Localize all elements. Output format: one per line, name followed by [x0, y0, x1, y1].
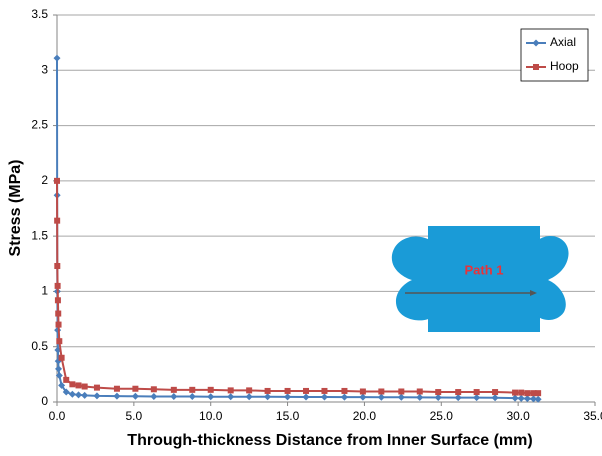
marker: [55, 283, 61, 289]
marker: [54, 178, 60, 184]
marker: [360, 388, 366, 394]
marker: [207, 393, 214, 400]
legend-label: Axial: [550, 35, 576, 49]
marker: [55, 297, 61, 303]
marker: [75, 391, 82, 398]
marker: [359, 394, 366, 401]
marker: [150, 393, 157, 400]
marker: [76, 382, 82, 388]
y-tick-label: 3.5: [31, 7, 48, 21]
marker: [208, 387, 214, 393]
marker: [55, 311, 61, 317]
marker: [246, 393, 253, 400]
inset-diagram: Path 1: [392, 226, 569, 332]
y-tick-label: 1: [41, 284, 48, 298]
marker: [189, 393, 196, 400]
legend-marker: [533, 64, 539, 70]
annotation: Path 1: [464, 262, 503, 277]
marker: [518, 390, 524, 396]
marker: [56, 322, 62, 328]
x-tick-label: 30.0: [506, 409, 530, 423]
marker: [264, 393, 271, 400]
marker: [227, 393, 234, 400]
marker: [378, 394, 385, 401]
marker: [246, 387, 252, 393]
marker: [54, 55, 61, 62]
marker: [303, 394, 310, 401]
marker: [321, 394, 328, 401]
marker: [341, 388, 347, 394]
marker: [518, 395, 525, 402]
marker: [524, 390, 530, 396]
x-tick-label: 5.0: [126, 409, 143, 423]
marker: [54, 218, 60, 224]
y-tick-label: 2: [41, 173, 48, 187]
x-axis-label: Through-thickness Distance from Inner Su…: [127, 432, 532, 449]
x-tick-label: 15.0: [276, 409, 300, 423]
marker: [492, 394, 499, 401]
marker: [435, 389, 441, 395]
y-tick-label: 2.5: [31, 118, 48, 132]
x-tick-label: 10.0: [199, 409, 223, 423]
marker: [94, 385, 100, 391]
y-tick-label: 0: [41, 394, 48, 408]
inset-lobe: [538, 236, 569, 320]
marker: [284, 393, 291, 400]
marker: [82, 384, 88, 390]
y-tick-label: 1.5: [31, 228, 48, 242]
y-axis-label: Stress (MPa): [7, 160, 24, 257]
marker: [69, 381, 75, 387]
marker: [59, 355, 65, 361]
legend-label: Hoop: [550, 59, 579, 73]
marker: [113, 393, 120, 400]
marker: [93, 392, 100, 399]
marker: [524, 395, 531, 402]
marker: [512, 390, 518, 396]
marker: [398, 394, 405, 401]
marker: [474, 389, 480, 395]
marker: [114, 386, 120, 392]
x-tick-label: 25.0: [430, 409, 454, 423]
marker: [56, 338, 62, 344]
x-tick-label: 20.0: [353, 409, 377, 423]
marker: [535, 390, 541, 396]
marker: [189, 387, 195, 393]
inset-lobe: [392, 236, 430, 320]
marker: [171, 387, 177, 393]
marker: [417, 388, 423, 394]
x-tick-label: 35.0: [583, 409, 602, 423]
marker: [151, 386, 157, 392]
marker: [81, 392, 88, 399]
marker: [473, 394, 480, 401]
marker: [341, 394, 348, 401]
marker: [512, 395, 519, 402]
marker: [455, 394, 462, 401]
marker: [228, 387, 234, 393]
marker: [321, 388, 327, 394]
marker: [378, 388, 384, 394]
marker: [132, 386, 138, 392]
marker: [303, 388, 309, 394]
x-tick-label: 0.0: [49, 409, 66, 423]
marker: [492, 389, 498, 395]
marker: [54, 327, 61, 334]
marker: [55, 365, 62, 372]
y-tick-label: 3: [41, 62, 48, 76]
marker: [170, 393, 177, 400]
marker: [455, 389, 461, 395]
marker: [69, 391, 76, 398]
marker: [63, 377, 69, 383]
chart: 0 0.5 1 1.5 2 2.5 3 3.5 0.0 5.0 10.0 15.0 20.0 25.0 30…: [0, 0, 602, 456]
marker: [132, 393, 139, 400]
marker: [398, 388, 404, 394]
marker: [54, 263, 60, 269]
y-tick-label: 0.5: [31, 339, 48, 353]
marker: [416, 394, 423, 401]
inset-block: [428, 226, 540, 332]
marker: [285, 388, 291, 394]
marker: [265, 388, 271, 394]
